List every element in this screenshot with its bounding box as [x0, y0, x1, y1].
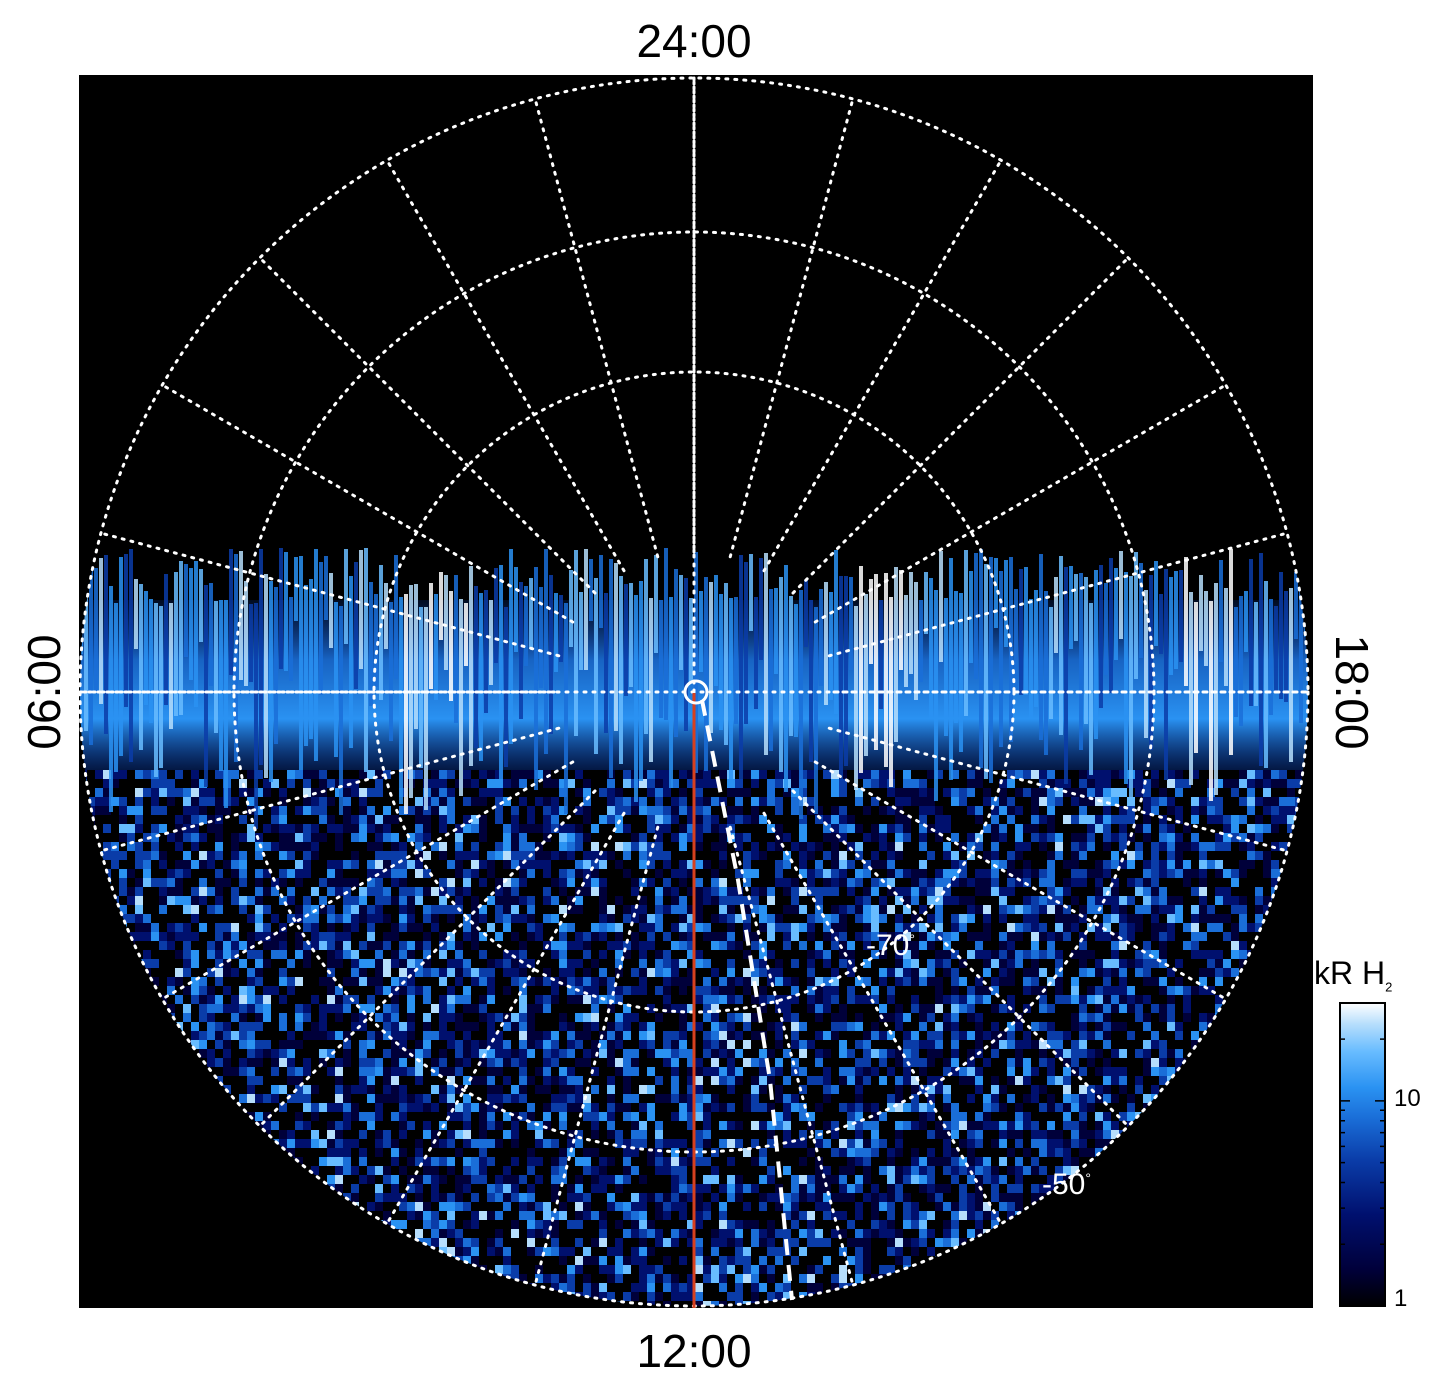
local-time-label-top: 24:00 — [636, 15, 752, 67]
dashed-reference-line — [700, 699, 794, 1301]
local-time-label-right: 18:00 — [1326, 634, 1378, 750]
local-time-label-left: 06:00 — [18, 634, 70, 750]
colorbar-tick-label-10: 10 — [1394, 1085, 1421, 1112]
local-time-label-bottom: 12:00 — [636, 1325, 752, 1377]
lat-lon-grid — [79, 76, 1310, 1308]
colorbar-title: kR H2 — [1314, 955, 1393, 995]
colorbar-tick-label-1: 1 — [1394, 1285, 1408, 1312]
colorbar-ticks — [1340, 1002, 1385, 1307]
pole-marker — [683, 679, 709, 705]
colorbar — [1339, 1002, 1386, 1307]
latitude-label-70: -70° — [866, 929, 915, 962]
latitude-label-50: -50° — [1042, 1168, 1091, 1201]
auroral-band — [80, 548, 1308, 829]
